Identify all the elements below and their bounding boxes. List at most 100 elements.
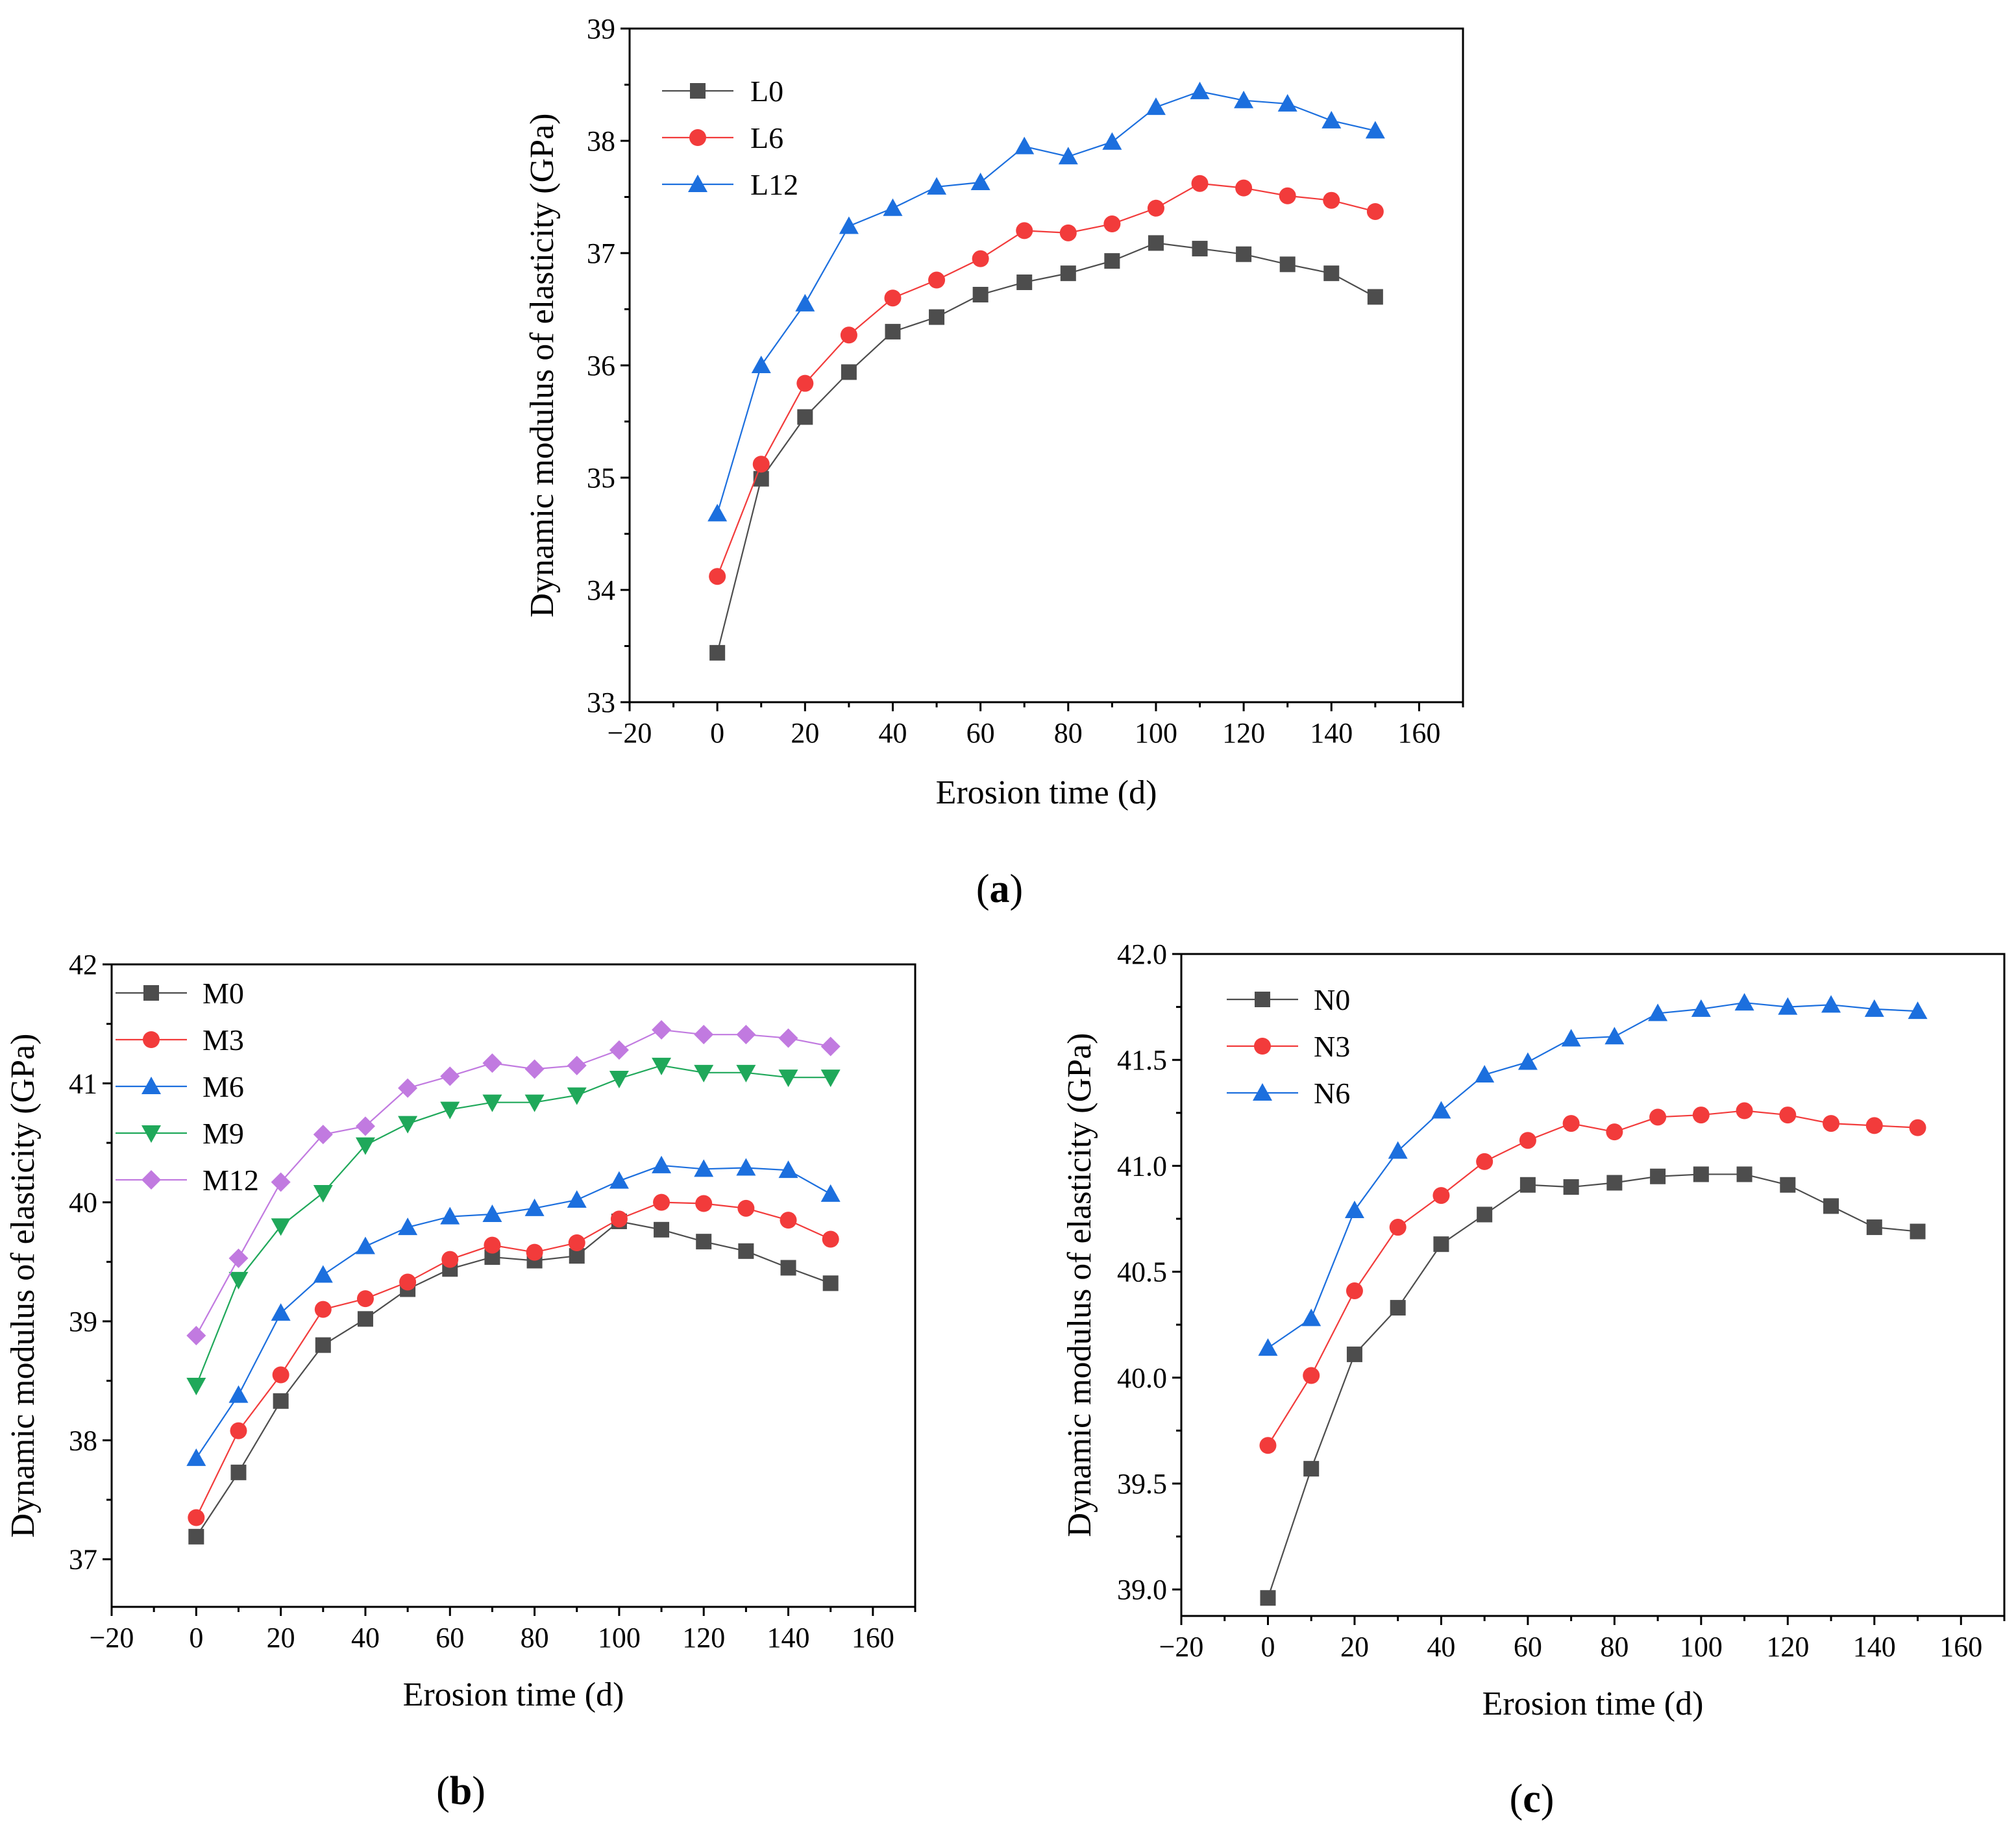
x-tick-label: 100 (1135, 717, 1177, 749)
data-point-N0 (1910, 1223, 1926, 1240)
data-point-N0 (1260, 1590, 1276, 1606)
data-point-N6 (1648, 1003, 1668, 1021)
series-line-L6 (717, 182, 1376, 577)
data-point-M3 (526, 1243, 543, 1261)
data-point-M0 (780, 1260, 796, 1276)
x-tick-label: 140 (1310, 717, 1353, 749)
data-point-M3 (272, 1366, 289, 1384)
x-tick-label: 160 (852, 1622, 894, 1654)
data-point-L0 (1016, 274, 1033, 290)
y-tick-label: 33 (587, 687, 615, 718)
x-tick-label: 60 (1514, 1631, 1542, 1663)
data-point-M12 (652, 1020, 672, 1040)
series-N6 (1258, 993, 1928, 1356)
x-tick-label: 80 (521, 1622, 549, 1654)
y-tick-label: 40.5 (1117, 1256, 1167, 1288)
data-point-M12 (609, 1040, 629, 1060)
data-point-M3 (356, 1290, 374, 1308)
data-point-N3 (1909, 1119, 1926, 1136)
data-point-L12 (970, 173, 990, 191)
x-tick-label: −20 (1159, 1631, 1204, 1663)
data-point-N0 (1693, 1166, 1709, 1182)
legend: L0 L6 L12 (662, 75, 798, 201)
data-point-M12 (398, 1078, 418, 1098)
panel-label-open-paren: ( (1510, 1777, 1523, 1821)
data-point-L12 (1365, 121, 1385, 139)
data-point-M0 (822, 1275, 839, 1291)
y-tick-label: 39.5 (1117, 1468, 1167, 1500)
legend-label: M0 (203, 977, 244, 1010)
data-point-M9 (736, 1064, 756, 1082)
legend-marker-M0 (143, 985, 159, 1001)
data-point-N3 (1476, 1153, 1494, 1170)
data-point-M9 (355, 1137, 375, 1155)
data-point-L12 (927, 177, 947, 195)
x-tick-label: 160 (1939, 1631, 1982, 1663)
data-point-N3 (1649, 1108, 1667, 1126)
data-point-N0 (1736, 1166, 1752, 1182)
data-point-L12 (1321, 110, 1342, 128)
series-N0 (1260, 1166, 1926, 1606)
data-point-M0 (696, 1234, 712, 1250)
x-tick-label: 0 (1260, 1631, 1275, 1663)
y-tick-label: 41.0 (1117, 1150, 1167, 1182)
data-point-L12 (795, 293, 815, 312)
data-point-M3 (822, 1230, 839, 1248)
y-tick-label: 37 (587, 238, 615, 269)
data-point-M12 (736, 1025, 756, 1045)
legend-label: N0 (1314, 983, 1350, 1016)
series-line-M3 (195, 1201, 831, 1518)
panel-label-letter: b (450, 1769, 472, 1813)
x-tick-label: −20 (608, 717, 652, 749)
data-point-L6 (709, 568, 726, 585)
x-tick-label: 0 (189, 1622, 203, 1654)
data-point-L12 (1146, 97, 1166, 116)
data-point-N0 (1519, 1177, 1536, 1193)
data-point-N0 (1606, 1175, 1623, 1191)
x-tick-label: 160 (1397, 717, 1440, 749)
data-point-N6 (1604, 1027, 1625, 1045)
data-point-M6 (736, 1158, 756, 1176)
data-point-N3 (1606, 1123, 1623, 1141)
data-point-M3 (484, 1236, 501, 1254)
y-tick-label: 42.0 (1117, 938, 1167, 970)
legend-marker-M3 (143, 1031, 160, 1048)
data-point-N6 (1388, 1141, 1408, 1159)
x-axis-title: Erosion time (d) (403, 1676, 624, 1713)
data-point-N6 (1344, 1200, 1364, 1218)
data-point-L12 (1058, 147, 1078, 165)
series-M3 (188, 1193, 839, 1526)
legend-label: L6 (750, 121, 783, 154)
data-point-L12 (839, 216, 859, 234)
legend-label: L0 (750, 75, 783, 108)
data-point-M9 (313, 1185, 333, 1203)
data-point-N6 (1778, 997, 1798, 1015)
data-point-L12 (1277, 93, 1297, 112)
legend-marker-N3 (1254, 1038, 1271, 1055)
data-point-N6 (1864, 999, 1884, 1017)
data-point-M6 (820, 1184, 841, 1202)
data-point-M9 (694, 1064, 714, 1082)
legend: N0 N3 N6 (1227, 983, 1350, 1110)
data-point-M12 (186, 1326, 206, 1345)
data-point-L6 (1103, 215, 1121, 233)
y-tick-label: 38 (69, 1424, 97, 1456)
data-point-L12 (751, 356, 771, 373)
data-point-N6 (1518, 1052, 1538, 1070)
data-point-L0 (1367, 289, 1383, 305)
data-point-L6 (1059, 224, 1077, 241)
y-tick-label: 39.0 (1117, 1574, 1167, 1606)
data-point-M6 (778, 1160, 798, 1179)
data-point-M0 (188, 1528, 204, 1545)
data-point-L0 (841, 364, 857, 380)
series-line-L0 (717, 242, 1376, 654)
data-point-L6 (1279, 187, 1296, 204)
data-point-M3 (695, 1195, 713, 1212)
chart-panel-b: −20 0 20 40 60 80 100 120 140 160 37 38 39 40 41 42 Eros… (5, 949, 916, 1813)
x-tick-label: 100 (598, 1622, 641, 1654)
data-point-N3 (1432, 1187, 1450, 1204)
data-point-M9 (652, 1057, 672, 1075)
data-point-L0 (709, 644, 726, 661)
x-tick-label: 80 (1054, 717, 1083, 749)
data-point-M12 (482, 1053, 502, 1073)
